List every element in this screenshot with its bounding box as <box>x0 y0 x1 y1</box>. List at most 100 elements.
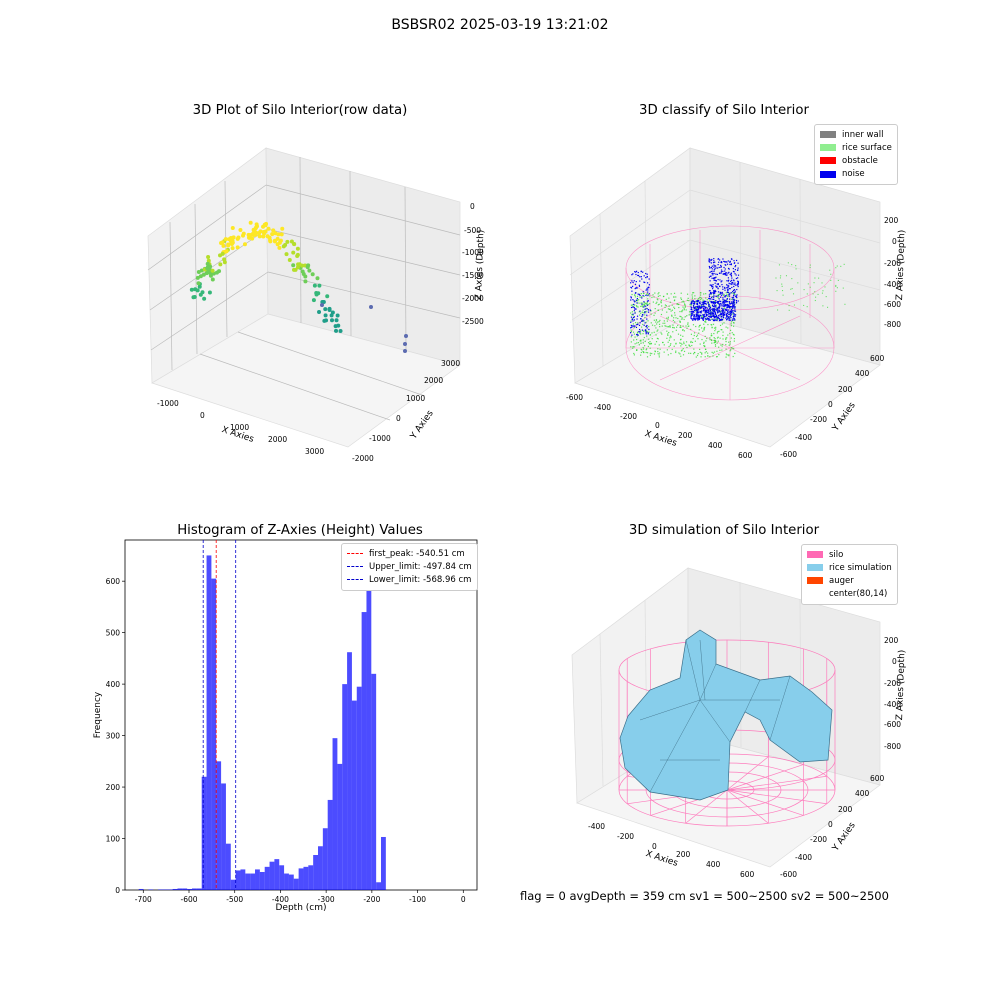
noise-point <box>730 303 732 305</box>
rice-surface-point <box>703 329 705 331</box>
noise-point <box>696 312 698 314</box>
noise-point <box>731 282 733 284</box>
noise-point <box>702 307 705 309</box>
rice-surface-point <box>776 290 778 292</box>
histogram-bar <box>230 879 236 890</box>
noise-point <box>630 332 632 334</box>
legend-label: obstacle <box>842 155 878 166</box>
rice-surface-point <box>632 305 634 308</box>
legend-swatch <box>807 577 823 585</box>
rice-surface-point <box>815 296 817 298</box>
rice-surface-point <box>704 321 706 323</box>
rice-surface-point <box>668 331 670 334</box>
rice-surface-point <box>806 306 808 308</box>
raw-data-point <box>261 229 266 234</box>
rice-surface-point <box>667 325 669 328</box>
raw-data-point <box>314 292 319 297</box>
noise-point <box>648 286 650 289</box>
rice-surface-point <box>777 309 779 311</box>
rice-surface-point <box>652 301 654 303</box>
noise-point <box>731 306 734 308</box>
noise-point <box>734 306 736 308</box>
rice-surface-point <box>657 321 659 323</box>
legend-item-center: center(80,14) <box>807 588 892 601</box>
rice-surface-point <box>680 292 682 294</box>
noise-point <box>713 264 715 266</box>
rice-surface-point <box>700 294 702 296</box>
legend-label: rice surface <box>842 142 892 153</box>
noise-point <box>715 267 717 269</box>
rice-surface-point <box>721 323 724 325</box>
rice-surface-point <box>653 353 656 355</box>
rice-surface-point <box>672 324 674 326</box>
histogram-bar <box>381 836 386 890</box>
rice-surface-point <box>667 318 669 320</box>
noise-point <box>707 311 709 313</box>
noise-point <box>730 313 732 315</box>
histogram-bar <box>347 652 352 890</box>
noise-point <box>724 270 726 272</box>
noise-point <box>637 274 639 277</box>
rice-surface-point <box>654 308 656 310</box>
raw-data-point <box>261 234 266 239</box>
rice-surface-point <box>668 326 670 328</box>
noise-point <box>697 319 699 321</box>
noise-point <box>716 316 718 318</box>
sim-xtick: 0 <box>652 842 657 851</box>
noise-point <box>630 287 633 289</box>
noise-point <box>698 306 701 308</box>
noise-point <box>714 282 716 284</box>
rice-surface-point <box>659 325 661 328</box>
noise-point <box>715 285 717 287</box>
rice-surface-point <box>730 337 732 339</box>
noise-point <box>723 313 725 315</box>
noise-point <box>636 302 638 304</box>
classify-ztick: 200 <box>884 216 899 225</box>
noise-point <box>728 268 730 270</box>
noise-point <box>705 315 708 317</box>
histogram-bar <box>318 846 323 890</box>
noise-point <box>719 259 721 261</box>
rice-surface-point <box>646 293 648 295</box>
noise-point <box>729 263 731 266</box>
noise-point <box>723 313 725 315</box>
noise-point <box>720 312 722 314</box>
noise-point <box>718 309 720 312</box>
raw-ztick: -2500 <box>462 317 484 326</box>
rice-surface-point <box>643 348 645 350</box>
noise-point <box>716 315 718 317</box>
noise-point <box>725 301 727 303</box>
rice-surface-point <box>663 295 665 297</box>
noise-point <box>710 298 712 300</box>
noise-point <box>721 307 723 309</box>
noise-point <box>737 285 739 288</box>
rice-surface-point <box>699 324 701 326</box>
rice-surface-point <box>714 300 716 302</box>
noise-point <box>713 258 715 260</box>
noise-point <box>633 303 635 306</box>
noise-point <box>718 302 720 305</box>
noise-point <box>710 308 712 310</box>
noise-point <box>712 290 715 292</box>
noise-point <box>730 308 733 311</box>
raw-xtick: 1000 <box>230 423 250 432</box>
noise-point <box>722 312 724 314</box>
noise-point <box>696 315 699 317</box>
noise-point <box>632 299 634 301</box>
noise-point <box>732 303 734 305</box>
noise-point <box>727 284 729 286</box>
sim-ytick: 400 <box>855 789 870 798</box>
rice-surface-point <box>643 336 645 339</box>
rice-surface-point <box>680 326 682 328</box>
noise-point <box>734 310 736 312</box>
raw-data-point <box>192 295 197 300</box>
noise-point <box>705 313 708 315</box>
noise-point <box>714 311 716 313</box>
noise-point <box>638 285 641 287</box>
noise-point <box>735 299 738 302</box>
rice-surface-point <box>718 330 720 332</box>
rice-surface-point <box>711 351 713 353</box>
rice-surface-point <box>658 344 660 346</box>
noise-point <box>702 310 705 312</box>
rice-surface-point <box>790 288 792 290</box>
